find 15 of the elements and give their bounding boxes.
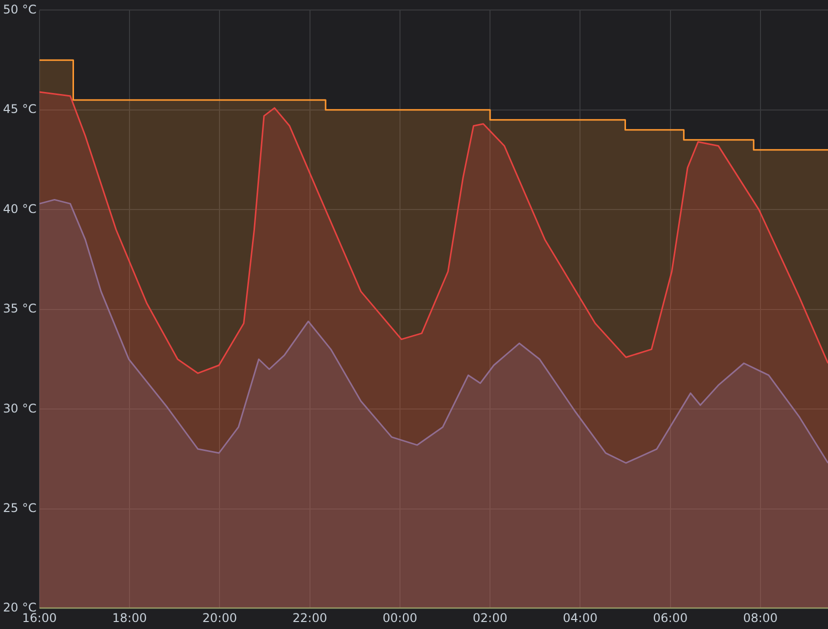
x-tick-label: 16:00 [22,610,57,625]
x-tick-label: 02:00 [472,610,508,625]
x-tick-label: 00:00 [382,610,418,625]
y-tick-label: 45 °C [2,102,36,116]
x-tick-label: 20:00 [202,610,237,625]
y-tick-label: 35 °C [2,302,36,316]
y-tick-label: 50 °C [2,2,36,16]
x-tick-label: 18:00 [112,610,147,625]
y-tick-label: 40 °C [2,202,36,216]
x-tick-label: 04:00 [562,610,598,625]
x-tick-label: 08:00 [743,610,778,625]
x-tick-label: 06:00 [652,610,688,625]
x-tick-label: 22:00 [292,610,328,625]
y-tick-label: 25 °C [2,500,36,515]
y-tick-label: 30 °C [2,401,36,416]
